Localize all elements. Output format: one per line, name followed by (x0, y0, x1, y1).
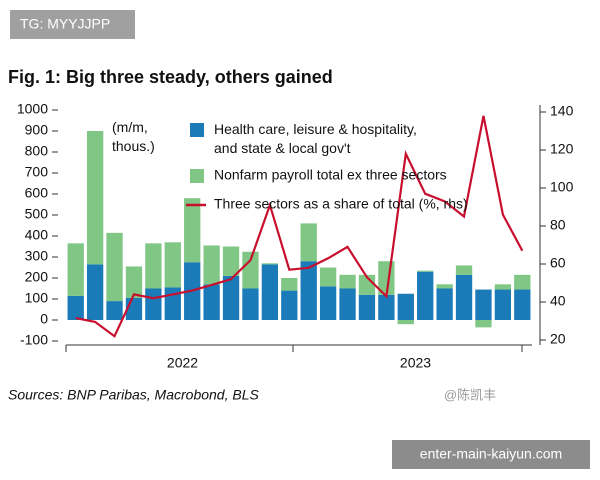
bar (67, 243, 84, 296)
bar (106, 232, 123, 302)
chart-title: Fig. 1: Big three steady, others gained (8, 67, 333, 87)
y2-tick-label: 80 (550, 217, 566, 233)
bar (455, 265, 473, 275)
y-tick-label: 400 (25, 227, 49, 243)
bar (436, 284, 453, 289)
y-tick-label: 1000 (17, 101, 48, 117)
bar (378, 294, 395, 320)
bar (339, 274, 356, 289)
bar (222, 275, 240, 320)
legend-label: Three sectors as a share of total (%, rh… (214, 196, 468, 212)
bar (184, 198, 201, 263)
x-group-label: 2023 (400, 355, 431, 371)
bar (319, 286, 337, 320)
source: Sources: BNP Paribas, Macrobond, BLS (8, 387, 259, 403)
bars (67, 131, 531, 328)
bar (67, 295, 84, 320)
bar (106, 301, 123, 320)
y-tick-label: 900 (25, 122, 49, 138)
bar (397, 320, 414, 325)
bar (514, 289, 531, 320)
footer-box-bg (392, 440, 590, 469)
bar (436, 288, 453, 320)
badge: TG: MYYJJPP (20, 16, 110, 32)
bar (164, 242, 181, 288)
y-tick-label: -100 (20, 332, 48, 348)
bar (319, 267, 337, 287)
bar (203, 245, 220, 285)
y2-tick-label: 60 (550, 255, 566, 271)
y-tick-label: 300 (25, 248, 49, 264)
bar (86, 264, 104, 320)
bar (242, 251, 259, 289)
y-tick-label: 800 (25, 143, 49, 159)
y-tick-label: 600 (25, 185, 49, 201)
bar (261, 263, 279, 265)
bar (300, 261, 317, 320)
bar (203, 284, 220, 320)
legend-swatch (190, 169, 204, 183)
bar (222, 246, 240, 276)
line (75, 115, 524, 338)
y-tick-label: 200 (25, 269, 49, 285)
legend-label: Health care, leisure & hospitality, and s… (214, 121, 417, 156)
bar (358, 294, 376, 320)
bar (494, 289, 512, 320)
bar (125, 266, 143, 298)
y2-tick-label: 120 (550, 141, 574, 157)
bar (261, 264, 279, 320)
bar (339, 288, 356, 320)
bar (242, 288, 259, 320)
bar (281, 290, 298, 320)
y2-tick-label: 140 (550, 103, 574, 119)
legend-label: Nonfarm payroll total ex three sectors (214, 167, 447, 183)
bar (145, 288, 162, 320)
bar (397, 293, 414, 320)
badge-bg (10, 10, 135, 39)
bar (514, 274, 531, 290)
bar (417, 271, 434, 320)
bar (145, 243, 162, 289)
footer-box: enter-main-kaiyun.com (420, 446, 562, 462)
annotation: (m/m, thous.) (112, 119, 155, 154)
bar (475, 320, 492, 328)
legend-swatch (190, 123, 204, 137)
x-group-label: 2022 (167, 355, 198, 371)
bar (494, 284, 512, 290)
y-tick-label: 700 (25, 164, 49, 180)
bar (300, 223, 317, 262)
y-tick-label: 0 (40, 311, 48, 327)
watermark: @陈凯丰 (444, 387, 496, 402)
bar (455, 274, 473, 320)
bar (475, 289, 492, 320)
bar (281, 278, 298, 291)
y2-tick-label: 20 (550, 331, 566, 347)
bar (417, 270, 434, 272)
y-tick-label: 500 (25, 206, 49, 222)
y2-tick-label: 40 (550, 293, 566, 309)
bar (86, 131, 104, 265)
y-tick-label: 100 (25, 290, 49, 306)
y2-tick-label: 100 (550, 179, 574, 195)
